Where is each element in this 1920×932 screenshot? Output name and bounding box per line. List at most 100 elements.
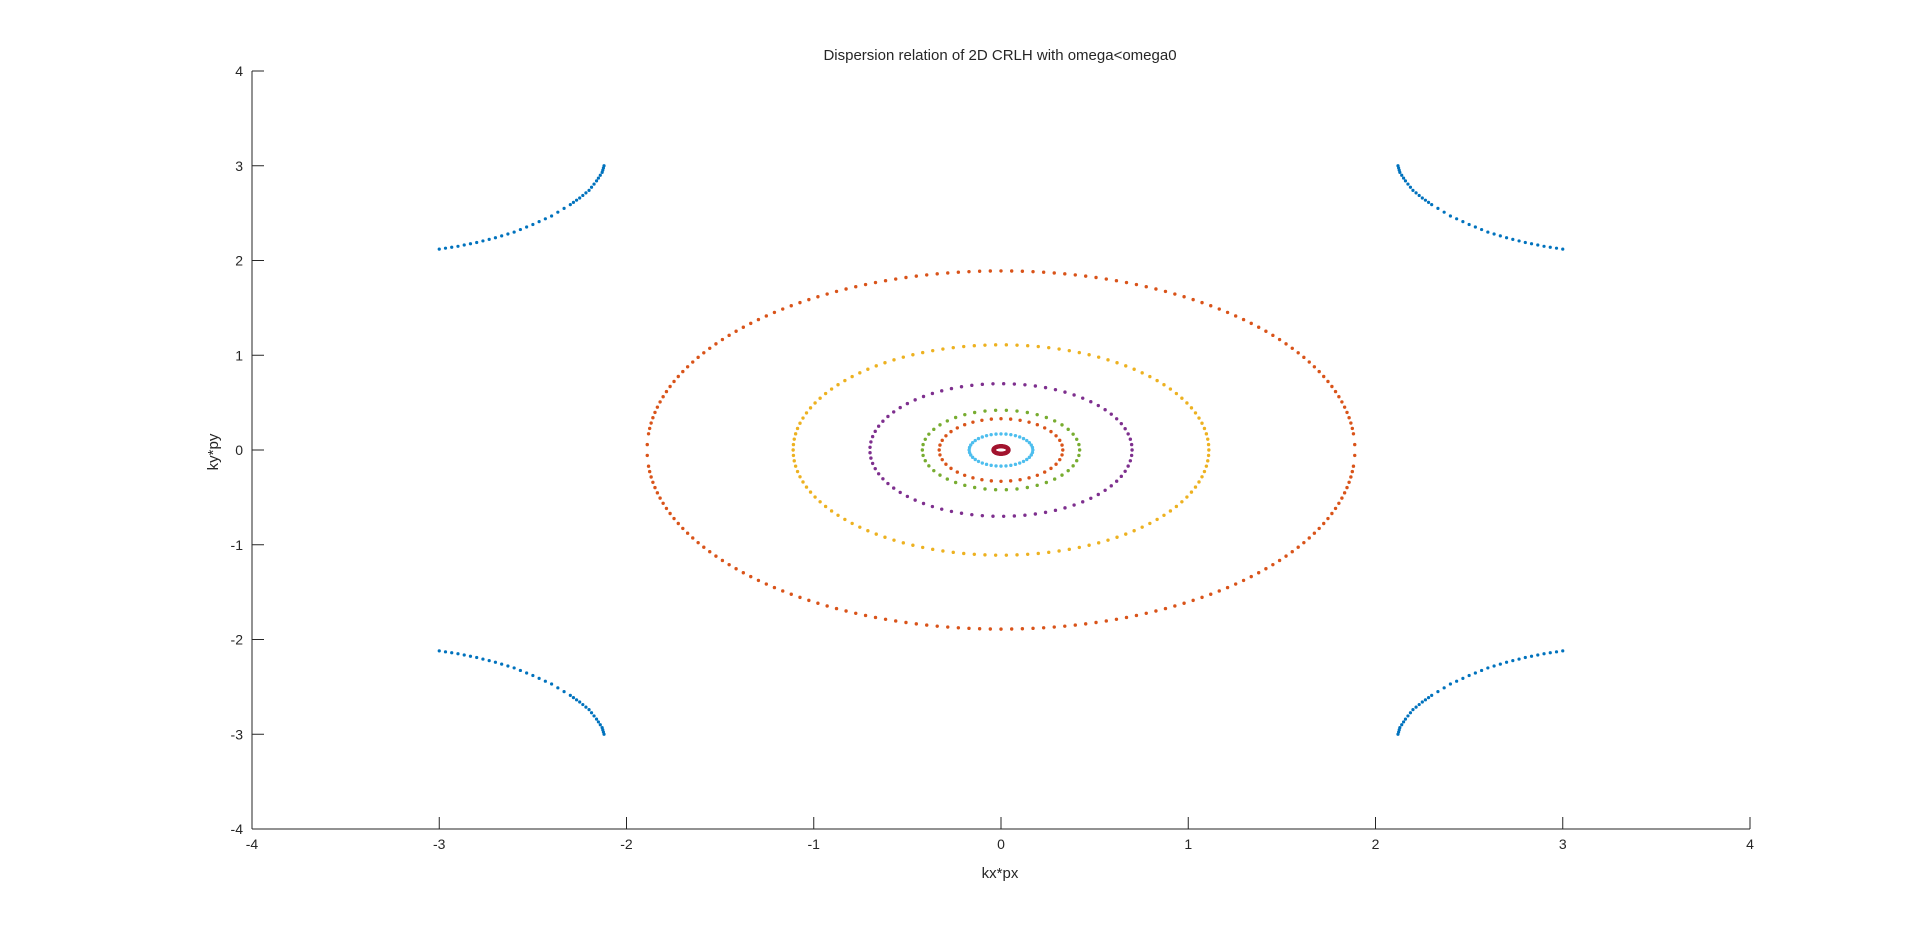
data-point — [876, 472, 881, 476]
data-point — [1119, 474, 1124, 479]
x-tick-label: -2 — [620, 836, 633, 852]
data-point — [1417, 193, 1421, 198]
data-point — [940, 457, 944, 462]
data-point — [1542, 652, 1546, 656]
data-point — [1417, 702, 1421, 707]
data-point — [691, 536, 695, 540]
data-point — [571, 200, 576, 204]
data-point — [653, 410, 657, 415]
data-point — [1124, 364, 1128, 368]
data-point — [1189, 490, 1194, 494]
data-point — [1123, 427, 1127, 431]
data-point — [973, 457, 977, 462]
data-point — [1049, 429, 1053, 434]
data-point — [1009, 627, 1014, 631]
data-point — [940, 438, 944, 443]
data-point — [938, 443, 942, 447]
data-point — [1004, 408, 1009, 412]
data-point — [493, 236, 498, 240]
data-point — [708, 346, 712, 350]
data-point — [940, 507, 944, 511]
data-point — [1155, 378, 1159, 383]
data-point — [645, 442, 649, 447]
data-point — [898, 405, 902, 410]
data-point — [1134, 282, 1139, 287]
data-point — [1053, 508, 1058, 513]
data-point — [1284, 554, 1288, 558]
data-point — [874, 364, 878, 368]
data-point — [1043, 510, 1048, 515]
data-point — [734, 329, 738, 333]
data-point — [1087, 543, 1091, 547]
data-point — [1426, 200, 1431, 204]
data-point — [1109, 412, 1113, 416]
data-point — [1442, 686, 1446, 690]
data-point — [869, 440, 873, 444]
data-point — [793, 464, 798, 468]
data-point — [584, 191, 588, 195]
data-point — [1052, 477, 1057, 481]
data-point — [808, 490, 813, 494]
data-point — [804, 485, 809, 489]
data-point — [798, 421, 802, 425]
data-point — [1020, 269, 1025, 273]
data-point — [834, 289, 839, 294]
data-point — [581, 193, 585, 198]
data-point — [921, 453, 925, 458]
data-point — [512, 230, 516, 234]
data-point — [1217, 307, 1221, 311]
data-point — [1162, 383, 1166, 387]
data-point — [1185, 495, 1189, 499]
data-point — [1083, 622, 1088, 626]
data-point — [1081, 500, 1085, 504]
data-point — [994, 464, 998, 468]
data-point — [1529, 242, 1534, 246]
data-point — [598, 173, 602, 177]
data-point — [1115, 361, 1119, 365]
data-point — [525, 671, 529, 675]
data-point — [1401, 720, 1406, 724]
data-point — [944, 462, 948, 466]
data-point — [594, 179, 599, 183]
data-point — [963, 412, 967, 417]
x-tick-label: 3 — [1559, 836, 1567, 852]
data-point — [920, 350, 925, 355]
data-point — [963, 483, 967, 488]
data-point — [578, 196, 582, 200]
data-point — [1517, 239, 1521, 243]
data-point — [672, 516, 676, 521]
data-point — [556, 686, 560, 690]
data-point — [1442, 210, 1446, 214]
data-point — [863, 282, 868, 287]
data-point — [708, 550, 712, 554]
data-point — [1264, 329, 1268, 333]
data-point — [1114, 479, 1119, 483]
data-point — [661, 395, 665, 399]
data-point — [1129, 442, 1134, 447]
data-point — [1206, 459, 1210, 463]
data-point — [1206, 437, 1210, 441]
data-point — [1018, 461, 1022, 465]
data-point — [913, 498, 917, 502]
data-point — [1312, 365, 1317, 369]
data-point — [983, 487, 987, 491]
data-point — [1322, 521, 1326, 526]
data-point — [1103, 488, 1107, 492]
data-point — [1049, 466, 1053, 471]
data-point — [1455, 679, 1459, 683]
data-point — [946, 271, 950, 275]
data-point — [823, 504, 828, 509]
data-point — [1271, 333, 1275, 338]
data-point — [1436, 206, 1440, 210]
data-point — [1173, 292, 1177, 296]
data-point — [980, 478, 984, 482]
data-point — [437, 247, 441, 251]
data-point — [1109, 484, 1113, 488]
data-point — [1033, 512, 1038, 516]
data-point — [911, 543, 915, 547]
data-point — [487, 237, 491, 241]
y-tick-label: 0 — [235, 442, 243, 458]
data-point — [1094, 620, 1098, 625]
data-point — [676, 521, 680, 526]
data-point — [1052, 419, 1057, 423]
